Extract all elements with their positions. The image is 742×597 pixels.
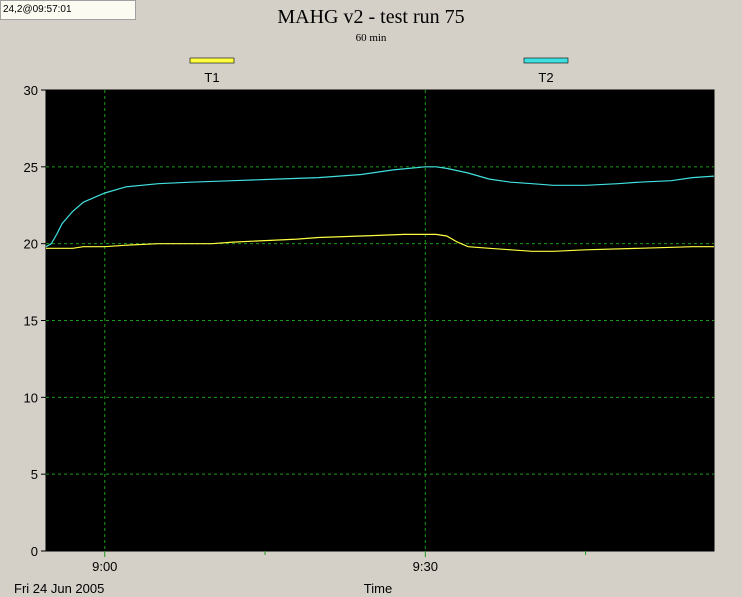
y-tick-label: 5 (31, 467, 38, 482)
x-axis: 9:00 9:30 (92, 551, 587, 574)
y-tick-label: 25 (24, 160, 38, 175)
x-axis-label: Time (364, 581, 392, 596)
chart-subtitle: 60 min (356, 32, 387, 44)
chart-title: MAHG v2 - test run 75 (277, 6, 464, 28)
legend-label-t2: T2 (538, 70, 553, 85)
legend-swatch-t2 (523, 57, 569, 64)
grid-lines (46, 90, 714, 551)
cursor-readout: 24,2@09:57:01 (0, 0, 136, 20)
y-axis: 0 5 10 15 20 25 30 (24, 83, 46, 559)
y-tick-label: 0 (31, 544, 38, 559)
series-lines (45, 166, 715, 252)
date-label: Fri 24 Jun 2005 (14, 581, 104, 596)
x-tick-label: 9:30 (413, 559, 438, 574)
legend-swatch-t1 (189, 57, 235, 64)
series-line-t1 (46, 233, 714, 252)
plot-area (45, 89, 715, 552)
y-tick-label: 30 (24, 83, 38, 98)
legend: T1 T2 (189, 57, 569, 85)
y-tick-label: 20 (24, 237, 38, 252)
x-tick-label: 9:00 (92, 559, 117, 574)
y-tick-label: 15 (24, 314, 38, 329)
series-line-t2 (45, 166, 715, 248)
y-tick-label: 10 (24, 390, 38, 405)
legend-label-t1: T1 (204, 70, 219, 85)
